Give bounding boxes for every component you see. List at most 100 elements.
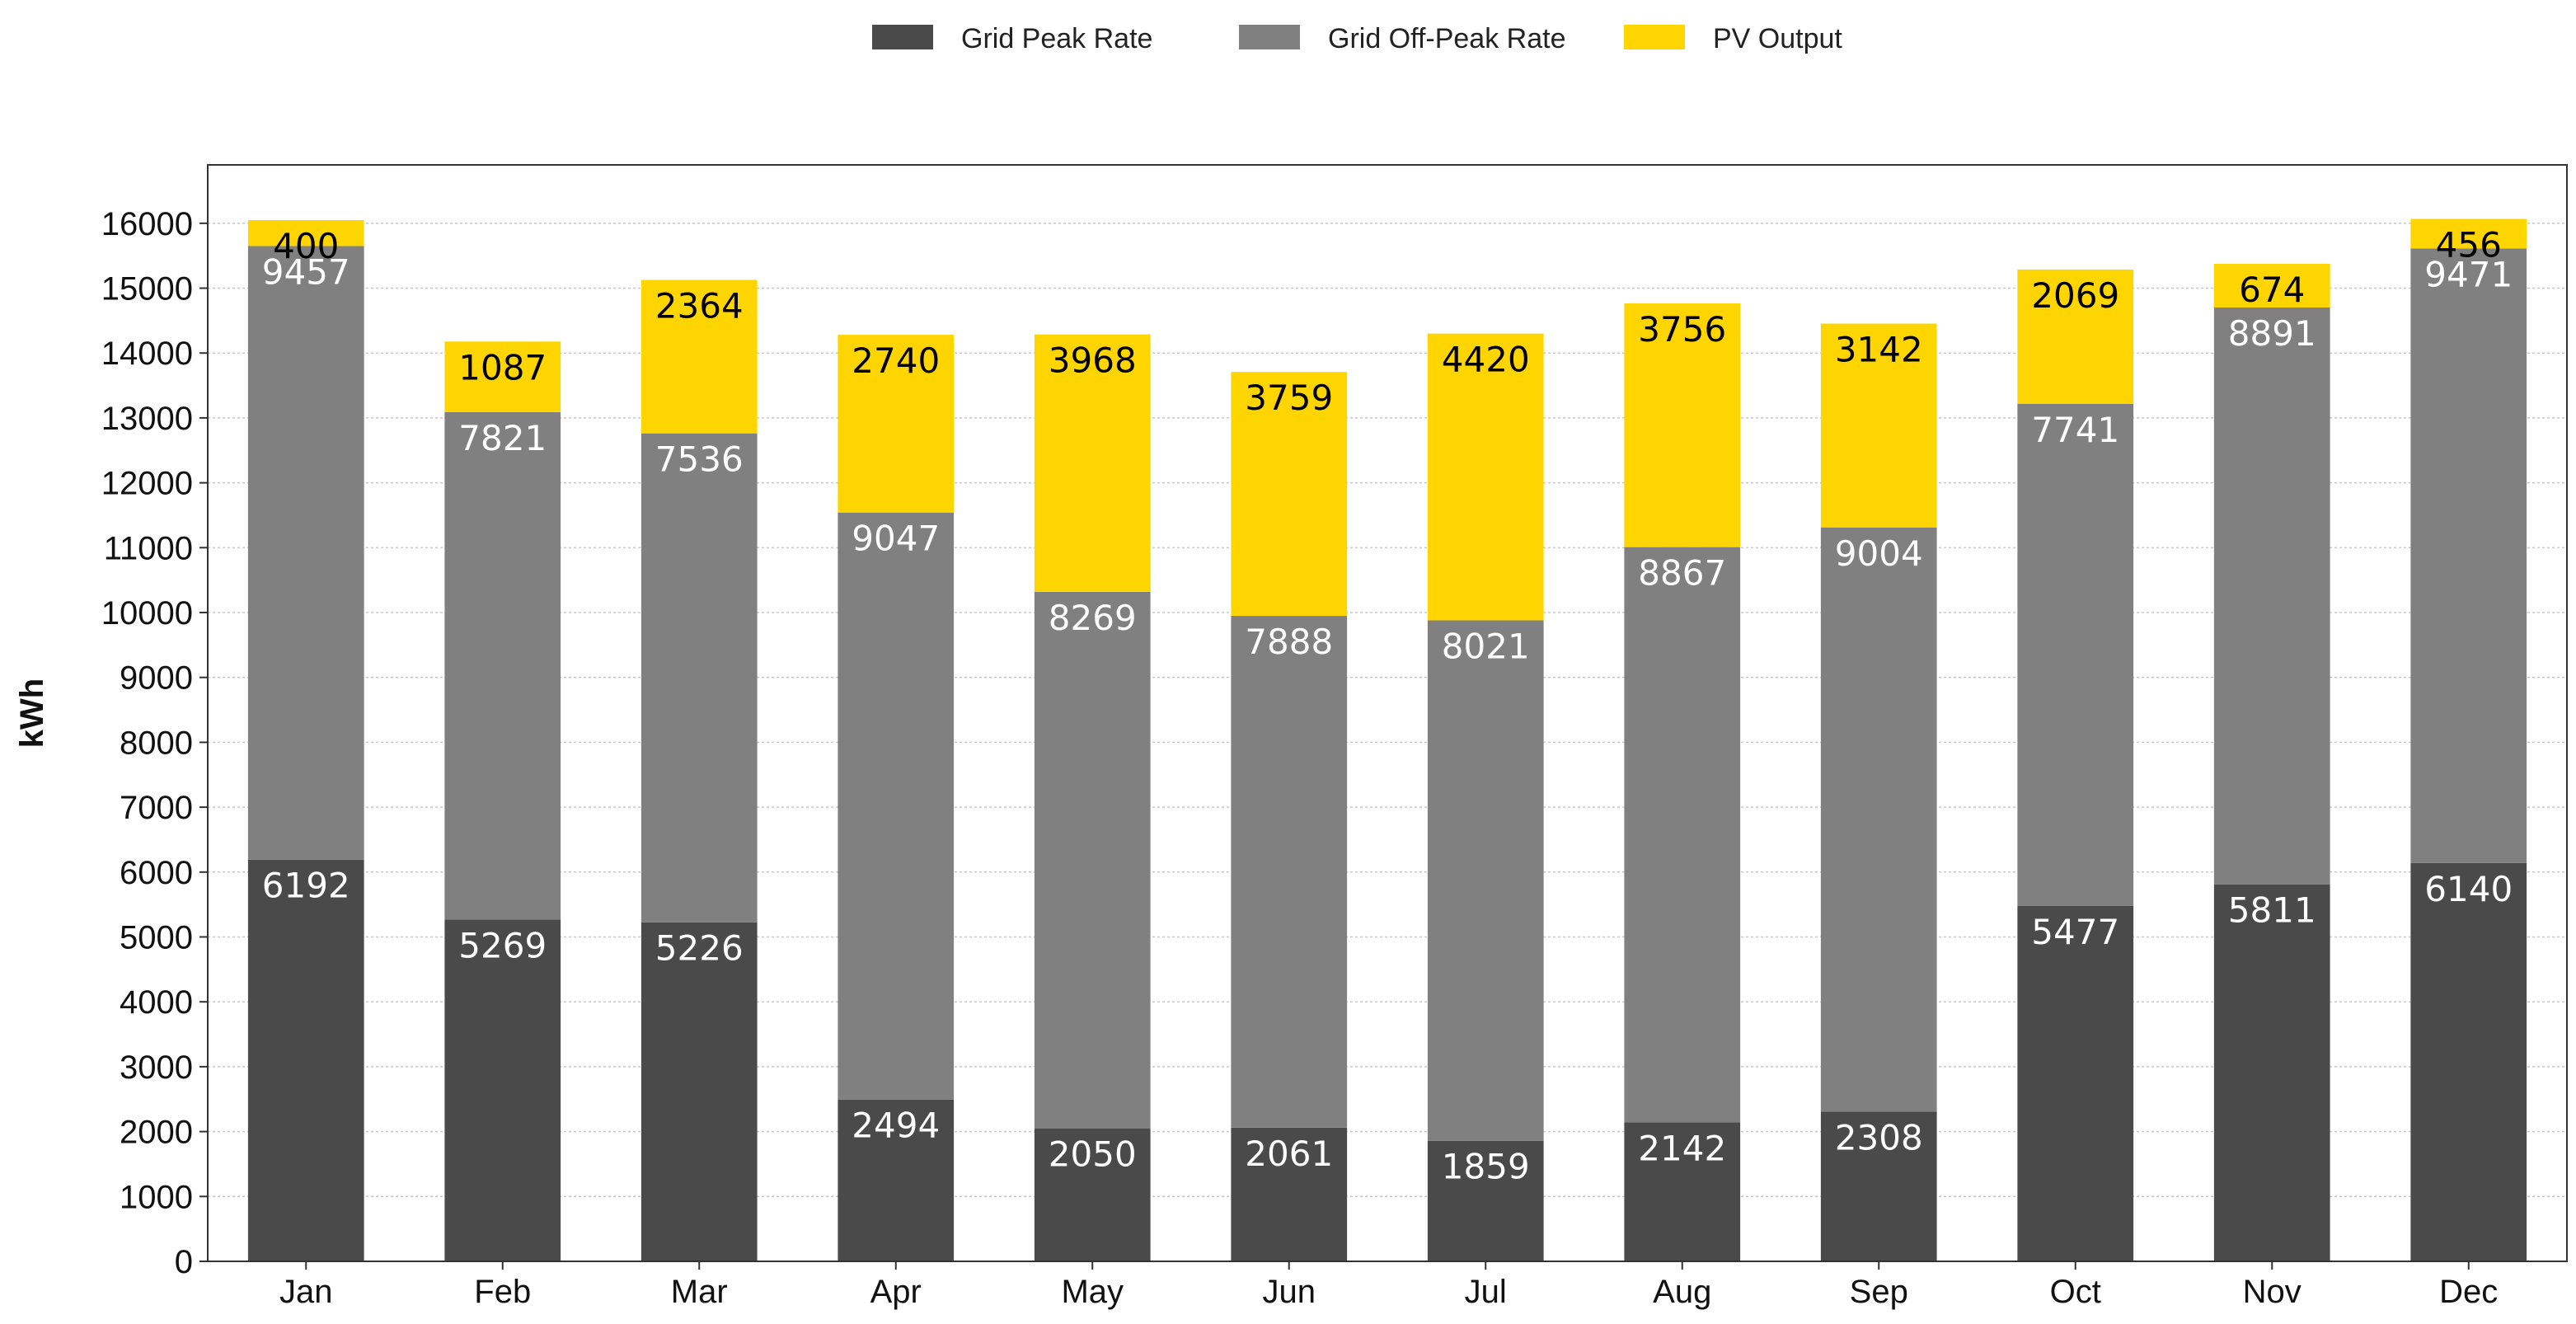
- bar-segment: [2017, 403, 2134, 906]
- bar-segment: [838, 1099, 955, 1261]
- bar-segment: [2410, 218, 2527, 249]
- y-tick-label: 16000: [101, 206, 193, 242]
- y-tick-label: 9000: [120, 660, 193, 697]
- data-label: 5269: [458, 925, 547, 965]
- data-label: 2308: [1835, 1117, 1923, 1157]
- bar-segment: [2213, 263, 2330, 308]
- x-tick-label: Mar: [671, 1274, 728, 1310]
- bar-segment: [2410, 862, 2527, 1261]
- data-label: 5811: [2228, 890, 2316, 931]
- y-tick-label: 15000: [101, 271, 193, 308]
- bar-segment: [640, 279, 758, 434]
- bar-segment: [247, 219, 364, 246]
- y-tick-label: 11000: [104, 530, 193, 566]
- data-label: 2740: [852, 340, 940, 381]
- data-label: 7821: [458, 418, 547, 458]
- data-label: 9004: [1835, 533, 1923, 574]
- bar-segment: [1034, 334, 1151, 592]
- bar-segment: [444, 919, 561, 1261]
- bar-segment: [1231, 616, 1348, 1128]
- bar-segment: [1231, 372, 1348, 617]
- data-label: 674: [2239, 270, 2305, 310]
- legend-label: Grid Peak Rate: [961, 23, 1152, 54]
- bar-segment: [1427, 1140, 1544, 1261]
- data-label: 3142: [1835, 329, 1923, 369]
- legend-swatch: [1624, 25, 1685, 49]
- bar-segment: [2017, 269, 2134, 404]
- gridlines: [208, 223, 2567, 1198]
- x-tick-label: Jul: [1465, 1274, 1507, 1310]
- bar-segment: [2410, 248, 2527, 863]
- data-label: 3759: [1245, 378, 1333, 418]
- y-tick-label: 6000: [120, 855, 193, 891]
- x-axis: Jan Feb Mar Apr May Jun Jul Aug Sep Oct Nov Dec: [279, 1261, 2498, 1310]
- x-tick-label: Apr: [870, 1274, 922, 1310]
- bar-segment: [1231, 1127, 1348, 1261]
- x-tick-label: Aug: [1653, 1274, 1711, 1310]
- y-tick-label: 2000: [120, 1115, 193, 1151]
- data-label: 5226: [655, 928, 744, 969]
- bar-segment: [1034, 591, 1151, 1129]
- data-label: 1087: [458, 347, 547, 387]
- data-label: 7741: [2031, 410, 2119, 450]
- data-label: 8021: [1442, 626, 1530, 666]
- bar-segment: [444, 341, 561, 412]
- x-tick-label: Jan: [279, 1274, 333, 1310]
- data-label: 4420: [1442, 340, 1530, 380]
- data-label: 8867: [1638, 553, 1726, 594]
- y-tick-label: 14000: [101, 336, 193, 372]
- x-tick-label: Feb: [474, 1274, 531, 1310]
- bar-segment: [1624, 303, 1741, 547]
- x-tick-label: Oct: [2050, 1274, 2101, 1310]
- data-label: 9457: [262, 251, 350, 292]
- y-tick-label: 1000: [120, 1179, 193, 1215]
- x-tick-label: Sep: [1850, 1274, 1908, 1310]
- y-tick-label: 8000: [120, 725, 193, 761]
- y-tick-label: 12000: [101, 466, 193, 502]
- data-label: 5477: [2031, 912, 2119, 952]
- bar-segment: [640, 433, 758, 923]
- data-label: 8269: [1049, 598, 1137, 638]
- y-tick-label: 7000: [120, 790, 193, 826]
- data-label: 2364: [655, 286, 744, 326]
- data-label: 8891: [2228, 313, 2316, 354]
- bar-segment: [2017, 905, 2134, 1261]
- data-label: 9471: [2424, 254, 2513, 294]
- bar-segment: [640, 922, 758, 1261]
- x-tick-label: Dec: [2439, 1274, 2498, 1310]
- bars: [247, 218, 2527, 1261]
- y-axis-label: kWh: [14, 678, 50, 748]
- data-label: 9047: [852, 519, 940, 559]
- x-tick-label: Nov: [2243, 1274, 2302, 1310]
- bar-segment: [1624, 1122, 1741, 1261]
- data-label: 3756: [1638, 309, 1726, 350]
- data-label: 6192: [262, 866, 350, 906]
- data-label: 3968: [1049, 340, 1137, 381]
- y-tick-label: 10000: [101, 595, 193, 631]
- x-tick-label: May: [1061, 1274, 1124, 1310]
- data-label: 2050: [1049, 1134, 1137, 1175]
- data-label: 2061: [1245, 1134, 1333, 1174]
- legend-label: Grid Off-Peak Rate: [1328, 23, 1566, 54]
- x-tick-label: Jun: [1263, 1274, 1316, 1310]
- y-tick-label: 0: [175, 1244, 193, 1280]
- data-label: 1859: [1442, 1147, 1530, 1187]
- data-label: 7888: [1245, 622, 1333, 662]
- bar-segment: [1820, 323, 1937, 528]
- y-tick-label: 4000: [120, 984, 193, 1021]
- bar-segment: [444, 411, 561, 920]
- data-label: 456: [2436, 225, 2502, 265]
- bar-segment: [1624, 547, 1741, 1123]
- y-axis: 0 1000 2000 3000 4000 5000 6000 7000 8000 9000 100…: [101, 206, 208, 1280]
- data-label: 7536: [655, 439, 744, 480]
- bar-segment: [838, 512, 955, 1100]
- bar-segment: [247, 859, 364, 1261]
- bar-segment: [1820, 1111, 1937, 1261]
- data-label: 2494: [852, 1106, 940, 1146]
- data-label: 2142: [1638, 1128, 1726, 1168]
- bar-segment: [1427, 620, 1544, 1141]
- bar-segment: [2213, 884, 2330, 1261]
- bar-segment: [2213, 307, 2330, 885]
